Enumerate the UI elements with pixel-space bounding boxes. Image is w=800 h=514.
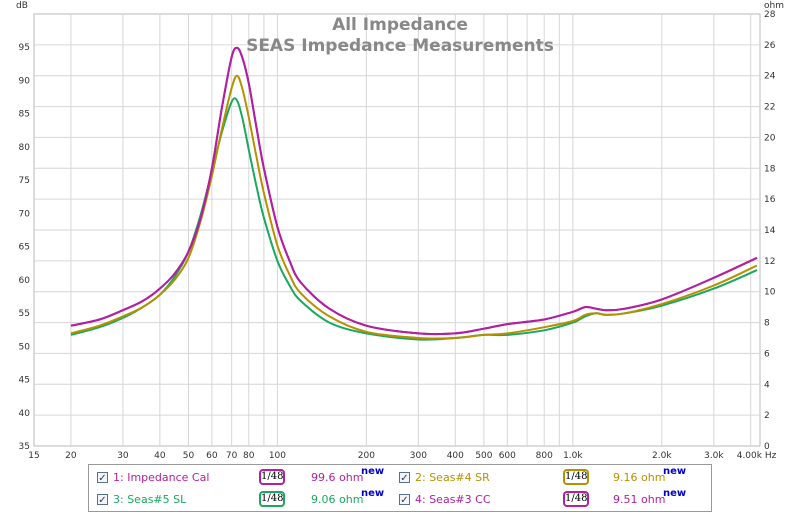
legend-value: 99.6 ohm	[311, 471, 364, 484]
smoothing-button[interactable]: 1/48	[259, 469, 285, 485]
y-left-tick-label: 35	[19, 442, 30, 452]
chart-grid	[33, 13, 761, 447]
x-tick-label: 500	[475, 451, 492, 461]
x-tick-label: 100	[269, 451, 286, 461]
x-tick-label: 200	[358, 451, 375, 461]
y-right-tick-label: 12	[764, 257, 775, 267]
legend-item-seas3-cc: ✓ 4: Seas#3 CC 1/48 9.51 ohm new	[391, 488, 701, 511]
legend-item-impedance-cal: ✓ 1: Impedance Cal 1/48 99.6 ohm new	[89, 466, 399, 489]
x-tick-label: 3.0k	[704, 451, 724, 461]
impedance-chart: 15 20 30 40 50 60 70 80 100 200 300 400 500 600 800 1.0…	[16, 1, 784, 461]
legend-panel: ✓ 1: Impedance Cal 1/48 99.6 ohm new ✓ 2…	[88, 464, 712, 512]
x-tick-label: 70	[226, 451, 238, 461]
legend-checkbox[interactable]: ✓	[97, 494, 108, 506]
y-right-tick-label: 28	[764, 10, 776, 20]
y-right-tick-label: 10	[764, 288, 776, 298]
legend-item-seas5-sl: ✓ 3: Seas#5 SL 1/48 9.06 ohm new	[89, 488, 399, 511]
x-tick-label: 30	[117, 451, 129, 461]
x-tick-label: 1.0k	[563, 451, 583, 461]
y-left-tick-label: 75	[19, 176, 30, 186]
series-line	[70, 46, 758, 336]
chart-subtitle: SEAS Impedance Measurements	[246, 36, 554, 56]
new-badge: new	[361, 488, 385, 499]
y-left-tick-label: 55	[19, 309, 30, 319]
legend-label: 2: Seas#4 SR	[415, 471, 490, 484]
legend-checkbox[interactable]: ✓	[97, 472, 108, 484]
x-tick-label: 50	[183, 451, 195, 461]
y-left-tick-label: 50	[19, 342, 31, 352]
y-left-tick-label: 65	[19, 243, 30, 253]
y-left-tick-label: 85	[19, 110, 30, 120]
legend-value: 9.16 ohm	[613, 471, 666, 484]
y-left-tick-label: 45	[19, 376, 30, 386]
new-badge: new	[663, 466, 687, 477]
legend-checkbox[interactable]: ✓	[399, 472, 410, 484]
x-tick-label: 300	[410, 451, 427, 461]
smoothing-button[interactable]: 1/48	[563, 491, 589, 507]
y-left-tick-label: 60	[19, 276, 31, 286]
legend-checkbox[interactable]: ✓	[399, 494, 410, 506]
chart-axes: 15 20 30 40 50 60 70 80 100 200 300 400 500 600 800 1.0…	[19, 10, 777, 461]
y-left-unit: dB	[16, 1, 28, 11]
y-left-tick-label: 90	[19, 76, 31, 86]
smoothing-button[interactable]: 1/48	[259, 491, 285, 507]
y-right-tick-label: 26	[764, 41, 776, 51]
x-tick-label: 15	[28, 451, 39, 461]
x-tick-label: 80	[243, 451, 255, 461]
y-right-tick-label: 18	[764, 164, 776, 174]
x-tick-label: 20	[65, 451, 77, 461]
y-right-tick-label: 6	[764, 349, 770, 359]
x-tick-label: 400	[447, 451, 464, 461]
legend-label: 1: Impedance Cal	[113, 471, 210, 484]
chart-title: All Impedance	[332, 15, 468, 35]
y-left-tick-label: 95	[19, 43, 30, 53]
legend-value: 9.51 ohm	[613, 493, 666, 506]
y-right-tick-label: 20	[764, 133, 776, 143]
legend-value: 9.06 ohm	[311, 493, 364, 506]
y-left-tick-label: 80	[19, 143, 31, 153]
y-left-tick-label: 70	[19, 209, 31, 219]
x-tick-label: 600	[499, 451, 516, 461]
x-tick-label: 60	[206, 451, 218, 461]
chart-series	[70, 46, 758, 341]
series-line	[70, 74, 758, 340]
x-tick-label: 800	[536, 451, 553, 461]
new-badge: new	[361, 466, 385, 477]
y-right-tick-label: 8	[764, 319, 770, 329]
y-right-tick-label: 24	[764, 72, 776, 82]
legend-label: 3: Seas#5 SL	[113, 493, 187, 506]
x-tick-label: 40	[154, 451, 166, 461]
y-right-tick-label: 2	[764, 411, 770, 421]
x-tick-label: 4.00k Hz	[737, 451, 777, 461]
new-badge: new	[663, 488, 687, 499]
y-right-tick-label: 22	[764, 103, 775, 113]
y-right-tick-label: 0	[764, 442, 770, 452]
y-right-tick-label: 4	[764, 380, 770, 390]
legend-label: 4: Seas#3 CC	[415, 493, 491, 506]
legend-item-seas4-sr: ✓ 2: Seas#4 SR 1/48 9.16 ohm new	[391, 466, 701, 489]
x-tick-label: 2.0k	[652, 451, 672, 461]
y-right-tick-label: 14	[764, 226, 776, 236]
y-right-unit: ohm	[764, 1, 784, 11]
smoothing-button[interactable]: 1/48	[563, 469, 589, 485]
y-left-tick-label: 40	[19, 409, 31, 419]
y-right-tick-label: 16	[764, 195, 776, 205]
